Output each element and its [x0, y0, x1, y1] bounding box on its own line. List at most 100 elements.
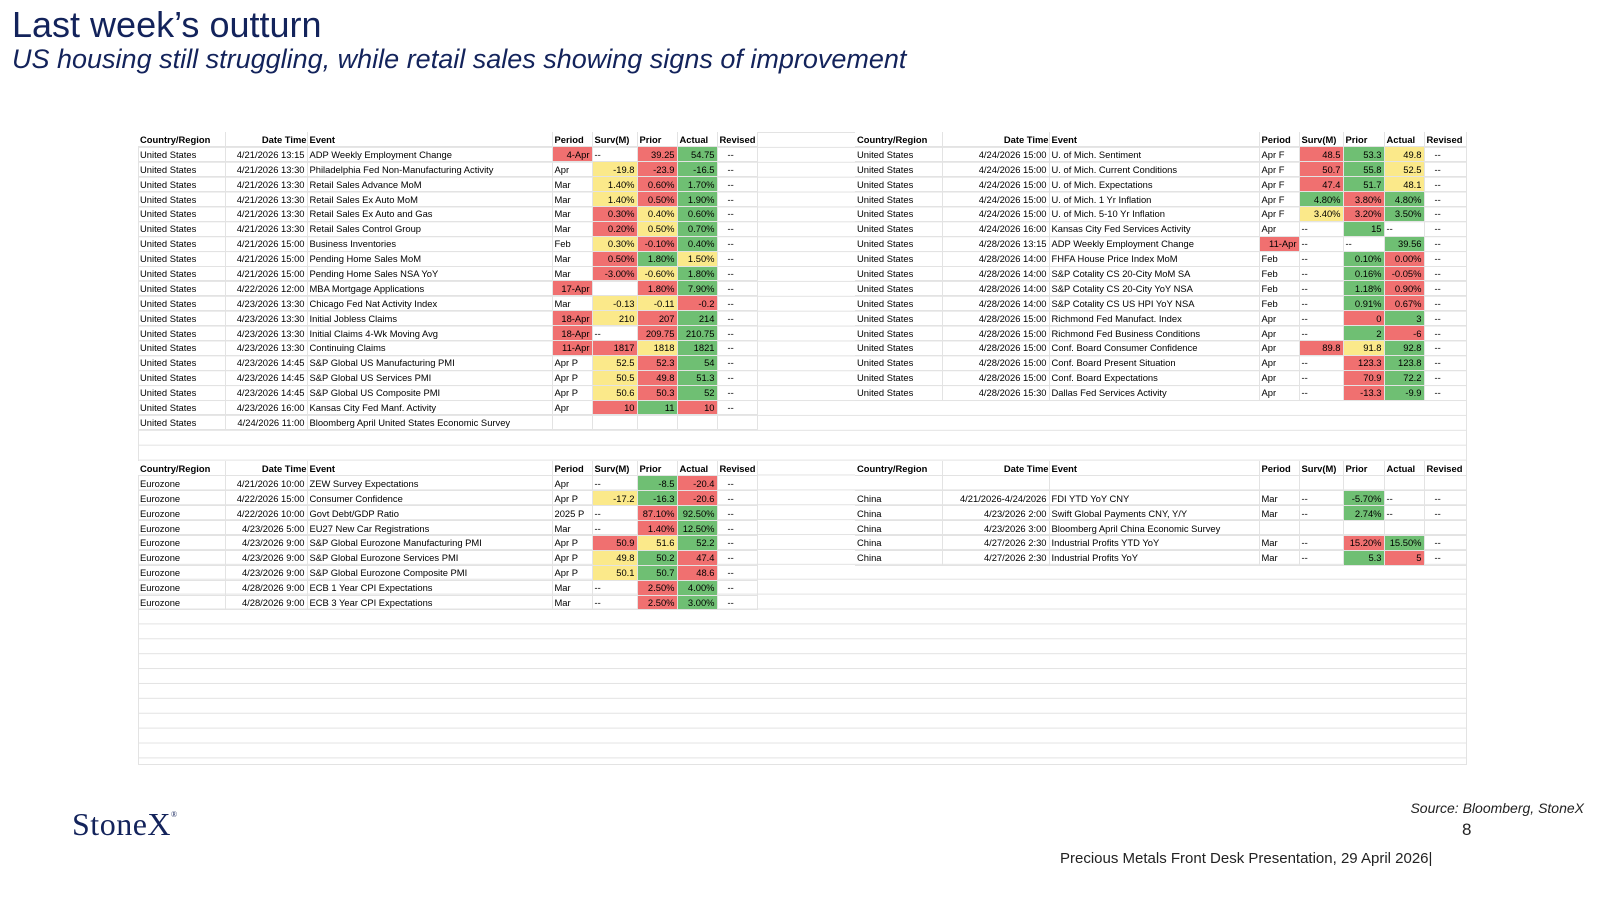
col-revised: Revised — [1424, 461, 1467, 477]
cell-revised: -- — [717, 146, 759, 163]
cell-prior: -0.11 — [637, 295, 678, 312]
cell-period: 2025 P — [552, 505, 593, 522]
cell-prior: 0.91% — [1343, 295, 1385, 312]
cell-actual: 4.80% — [1384, 191, 1425, 207]
cell-period: Apr F — [1259, 176, 1300, 193]
cell-period: Apr — [552, 161, 593, 178]
cell-country: China — [855, 490, 943, 507]
cell-actual: 0.60% — [677, 206, 718, 222]
cell-prior: 209.75 — [637, 325, 678, 341]
cell-actual: 54.75 — [677, 146, 718, 163]
cell-event: U. of Mich. Current Conditions — [1049, 161, 1260, 178]
cell-country: United States — [855, 221, 943, 237]
us-events-table-left: Country/Region Date Time Event Period Su… — [138, 132, 759, 431]
cell-period: Feb — [1259, 266, 1300, 282]
cell-country: United States — [855, 370, 943, 386]
cell-prior: 39.25 — [637, 146, 678, 163]
cell-actual: 1821 — [677, 340, 718, 356]
cell-datetime: 4/24/2026 15:00 — [942, 146, 1050, 163]
cell-period: Apr — [1259, 325, 1300, 341]
cell-actual: 92.50% — [677, 505, 718, 522]
cell-revised: -- — [717, 595, 759, 611]
cell-event: ECB 3 Year CPI Expectations — [307, 595, 553, 611]
cell-country: United States — [855, 280, 943, 297]
cell-datetime: 4/24/2026 11:00 — [225, 414, 308, 431]
cell-actual: 12.50% — [677, 520, 718, 536]
header-row: Country/Region Date Time Event Period Su… — [138, 461, 759, 477]
table-row: United States 4/24/2026 16:00 Kansas City … — [855, 221, 1467, 237]
cell-prior: 0.50% — [637, 221, 678, 237]
table-row: United States 4/28/2026 15:00 Conf. Board … — [855, 340, 1467, 356]
cell-event: Swift Global Payments CNY, Y/Y — [1049, 505, 1260, 522]
cell-revised: -- — [1424, 206, 1467, 222]
cell-prior: 91.8 — [1343, 340, 1385, 356]
col-survey: Surv(M) — [592, 461, 638, 477]
cell-survey: 4.80% — [1299, 191, 1344, 207]
table-row: China 4/27/2026 2:30 Industrial Profits YT… — [855, 535, 1467, 551]
table-row: United States 4/23/2026 14:45 S&P Global U… — [138, 370, 759, 386]
cell-datetime: 4/28/2026 14:00 — [942, 251, 1050, 267]
cell-period — [1259, 520, 1300, 536]
cell-datetime: 4/28/2026 9:00 — [225, 595, 308, 611]
cell-prior: 0.10% — [1343, 251, 1385, 267]
cell-revised: -- — [1424, 221, 1467, 237]
table-row: United States 4/24/2026 11:00 Bloomberg Ap… — [138, 414, 759, 431]
cell-survey: 49.8 — [592, 550, 638, 566]
cell-survey: 1.40% — [592, 176, 638, 193]
cell-actual: 72.2 — [1384, 370, 1425, 386]
col-actual: Actual — [677, 461, 718, 477]
cell-survey: 1.40% — [592, 191, 638, 207]
cell-event: Industrial Profits YTD YoY — [1049, 535, 1260, 551]
cell-revised: -- — [717, 266, 759, 282]
cell-country: China — [855, 550, 943, 566]
table-row: Eurozone 4/23/2026 9:00 S&P Global Eurozon… — [138, 535, 759, 551]
cell-survey: -- — [1299, 310, 1344, 327]
cell-country: United States — [138, 280, 226, 297]
cell-actual: -6 — [1384, 325, 1425, 341]
cell-period: Apr F — [1259, 146, 1300, 163]
cell-period: Mar — [552, 251, 593, 267]
cell-survey: 0.50% — [592, 251, 638, 267]
cell-country: United States — [138, 310, 226, 327]
cell-country: United States — [138, 176, 226, 193]
col-country: Country/Region — [138, 461, 226, 477]
cell-prior: 70.9 — [1343, 370, 1385, 386]
cell-actual: 1.70% — [677, 176, 718, 193]
cell-country: United States — [855, 146, 943, 163]
cell-revised: -- — [1424, 251, 1467, 267]
table-row: Eurozone 4/28/2026 9:00 ECB 1 Year CPI Exp… — [138, 580, 759, 596]
cell-datetime: 4/23/2026 14:45 — [225, 355, 308, 371]
cell-country: United States — [138, 325, 226, 341]
table-row: United States 4/21/2026 13:30 Retail Sales… — [138, 206, 759, 222]
col-period: Period — [552, 461, 593, 477]
cell-prior: 123.3 — [1343, 355, 1385, 371]
cell-event: ADP Weekly Employment Change — [1049, 236, 1260, 252]
cell-period: Apr F — [1259, 191, 1300, 207]
cell-survey — [1299, 475, 1344, 492]
cell-period: Mar — [552, 595, 593, 611]
cell-survey: 50.9 — [592, 535, 638, 551]
table-row: United States 4/24/2026 15:00 U. of Mich. … — [855, 176, 1467, 193]
cell-prior: 55.8 — [1343, 161, 1385, 178]
cell-period: Apr — [552, 475, 593, 492]
col-actual: Actual — [1384, 461, 1425, 477]
cell-datetime: 4/23/2026 14:45 — [225, 370, 308, 386]
table-row: United States 4/28/2026 13:15 ADP Weekly E… — [855, 236, 1467, 252]
cell-country: Eurozone — [138, 580, 226, 596]
cell-actual — [1384, 520, 1425, 536]
cell-revised: -- — [717, 221, 759, 237]
cell-period: Mar — [552, 295, 593, 312]
cell-event: Retail Sales Ex Auto MoM — [307, 191, 553, 207]
table-row: Eurozone 4/28/2026 9:00 ECB 3 Year CPI Exp… — [138, 595, 759, 611]
cell-prior — [1343, 520, 1385, 536]
col-period: Period — [1259, 461, 1300, 477]
col-revised: Revised — [717, 132, 759, 148]
table-row: United States 4/28/2026 14:00 S&P Cotality… — [855, 266, 1467, 282]
cell-datetime: 4/28/2026 13:15 — [942, 236, 1050, 252]
cell-period: Apr P — [552, 490, 593, 507]
table-row: Eurozone 4/23/2026 9:00 S&P Global Eurozon… — [138, 565, 759, 581]
cell-actual: 48.1 — [1384, 176, 1425, 193]
cell-revised — [1424, 475, 1467, 492]
cell-period: Apr F — [1259, 206, 1300, 222]
cell-survey — [1299, 520, 1344, 536]
